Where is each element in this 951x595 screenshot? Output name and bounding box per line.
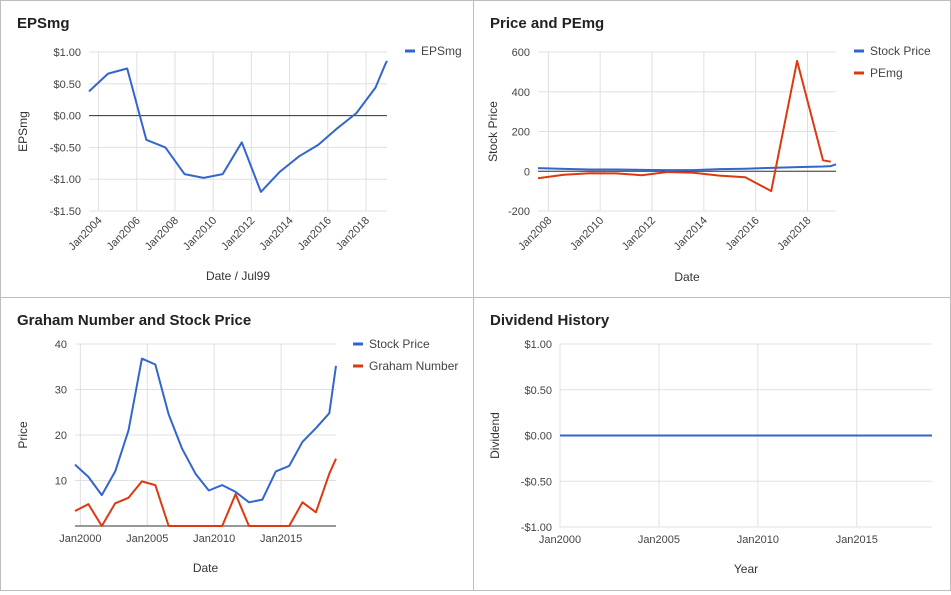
y-tick-label: 0	[524, 166, 530, 178]
y-tick-label: $0.00	[53, 111, 81, 123]
chart-title-price-pe: Price and PEmg	[490, 15, 605, 32]
x-tick-label: Jan2010	[193, 533, 235, 545]
legend-label: PEmg	[870, 66, 903, 80]
y-tick-label: -$1.50	[50, 206, 81, 218]
x-axis-label: Date	[674, 270, 700, 284]
y-tick-label: $1.00	[524, 339, 552, 351]
y-tick-label: -$1.00	[521, 522, 552, 534]
x-axis-label: Date / Jul99	[206, 269, 270, 283]
series-line	[537, 59, 831, 193]
panel-price-pe: Price and PEmg 600 400 200 0 -200 Jan2008 Jan2…	[473, 0, 951, 298]
chart-title-eps: EPSmg	[17, 15, 70, 32]
x-tick-label: Jan2005	[638, 534, 680, 546]
y-axis-label: Price	[16, 421, 30, 449]
y-tick-label: 600	[512, 47, 530, 59]
y-tick-label: 200	[512, 127, 530, 139]
chart-title-graham: Graham Number and Stock Price	[17, 312, 252, 329]
panel-eps: EPSmg $1.00 $0.50 $0.00 -$0.50 -$1.00 -$1.50 J…	[0, 0, 474, 298]
chart-title-dividend: Dividend History	[490, 312, 610, 329]
x-tick-label: Jan2018	[775, 215, 813, 253]
x-tick-label: Jan2000	[539, 534, 581, 546]
x-tick-label: Jan2008	[516, 215, 554, 253]
x-tick-label: Jan2010	[737, 534, 779, 546]
y-tick-label: $0.00	[524, 431, 552, 443]
y-tick-label: 30	[55, 385, 67, 397]
x-tick-label: Jan2004	[66, 215, 104, 253]
series-line	[537, 163, 837, 172]
y-tick-label: -$0.50	[50, 142, 81, 154]
y-tick-label: $1.00	[53, 47, 81, 59]
legend-label: EPSmg	[421, 44, 462, 58]
x-tick-label: Jan2010	[181, 215, 219, 253]
chart-eps: $1.00 $0.50 $0.00 -$0.50 -$1.00 -$1.50Jan2004…	[16, 44, 462, 283]
x-tick-label: Jan2015	[836, 534, 878, 546]
panel-graham: Graham Number and Stock Price 40 30 20 10 Ja…	[0, 297, 474, 591]
x-tick-label: Jan2006	[105, 215, 143, 253]
y-tick-label: 400	[512, 87, 530, 99]
y-axis-label: EPSmg	[16, 111, 30, 152]
x-tick-label: Jan2005	[126, 533, 168, 545]
x-tick-label: Jan2000	[59, 533, 101, 545]
y-tick-label: $0.50	[53, 79, 81, 91]
y-tick-label: 20	[55, 430, 67, 442]
legend-label: Stock Price	[369, 337, 430, 351]
y-axis-label: Dividend	[488, 412, 502, 459]
x-axis-label: Year	[734, 562, 758, 576]
x-tick-label: Jan2008	[143, 215, 181, 253]
x-tick-label: Jan2012	[620, 215, 658, 253]
legend-label: Stock Price	[870, 44, 931, 58]
y-tick-label: 10	[55, 476, 67, 488]
y-tick-label: $0.50	[524, 385, 552, 397]
x-axis-label: Date	[193, 561, 219, 575]
x-tick-label: Jan2014	[257, 215, 295, 253]
x-tick-label: Jan2018	[334, 215, 372, 253]
x-tick-label: Jan2012	[219, 215, 257, 253]
series-line	[74, 458, 337, 527]
x-tick-label: Jan2010	[568, 215, 606, 253]
series-line	[74, 357, 337, 504]
y-axis-label: Stock Price	[486, 101, 500, 162]
x-tick-label: Jan2016	[723, 215, 761, 253]
panel-dividend: Dividend History $1.00 $0.50 $0.00 -$0.50 -$…	[473, 297, 951, 591]
x-tick-label: Jan2016	[296, 215, 334, 253]
chart-graham: 40 30 20 10 Jan2000 Jan2005 Jan2010 Jan2015 Date…	[16, 337, 458, 575]
series-line	[88, 60, 388, 193]
legend-label: Graham Number	[369, 359, 458, 373]
y-tick-label: -$0.50	[521, 476, 552, 488]
y-tick-label: 40	[55, 339, 67, 351]
x-tick-label: Jan2014	[672, 215, 710, 253]
y-tick-label: -$1.00	[50, 174, 81, 186]
y-tick-label: -200	[508, 206, 530, 218]
x-tick-label: Jan2015	[260, 533, 302, 545]
